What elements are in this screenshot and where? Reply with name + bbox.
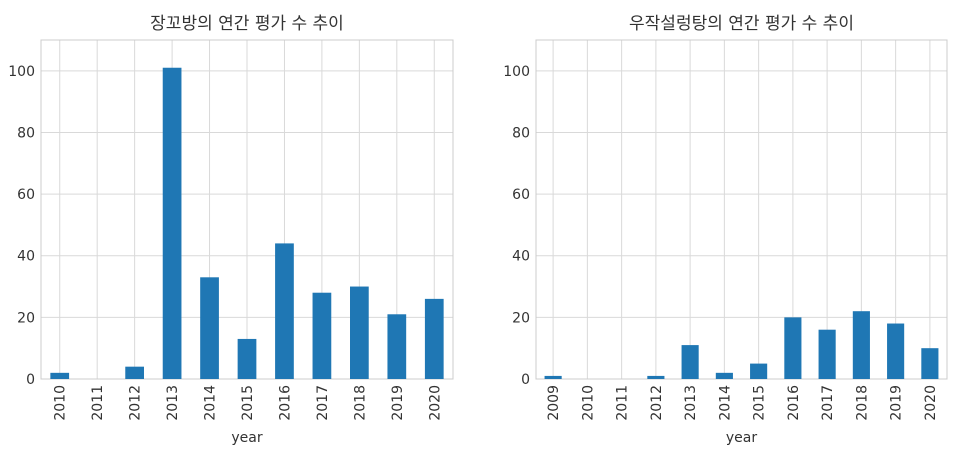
- bar: [125, 366, 144, 379]
- chart-left: 장꼬방의 연간 평가 수 추이 year 0 20 40 60 80 100 2010 201…: [8, 14, 454, 446]
- x-tick-label: 2017: [315, 385, 331, 421]
- x-tick-label: 2017: [820, 385, 836, 421]
- x-tick-label: 2020: [923, 385, 939, 421]
- x-tick-label: 2013: [165, 385, 181, 421]
- bar: [237, 338, 257, 379]
- x-tick-label: 2015: [752, 385, 768, 421]
- x-tick-label: 2010: [580, 385, 596, 421]
- chart-right: 우작설렁탕의 연간 평가 수 추이 year 0 20 40 60 80 100 2009 2…: [503, 14, 948, 446]
- y-tick-label: 0: [521, 372, 530, 388]
- x-tick-label: 2015: [240, 385, 256, 421]
- y-tick-label: 40: [17, 249, 35, 265]
- x-tick-label: 2011: [615, 385, 631, 421]
- chart-title: 장꼬방의 연간 평가 수 추이: [150, 14, 344, 34]
- x-axis-label: year: [726, 430, 757, 446]
- chart-title: 우작설렁탕의 연간 평가 수 추이: [629, 14, 854, 34]
- bar: [275, 243, 294, 379]
- bar: [818, 329, 836, 379]
- bar: [681, 345, 699, 379]
- x-tick-label: 2016: [786, 385, 802, 421]
- bar: [887, 323, 905, 379]
- x-tick-label: 2016: [277, 385, 293, 421]
- x-tick-label: 2014: [717, 385, 733, 421]
- x-axis-label: year: [231, 430, 262, 446]
- x-tick-label: 2010: [53, 385, 69, 421]
- bar: [750, 363, 768, 379]
- x-tick-label: 2020: [427, 385, 443, 421]
- x-tick-label: 2012: [128, 385, 144, 421]
- bar: [387, 314, 407, 379]
- bar: [162, 67, 182, 380]
- x-tick-label: 2019: [889, 385, 905, 421]
- bar: [350, 286, 369, 379]
- bar: [312, 292, 332, 379]
- bar: [852, 311, 870, 379]
- plot-frame: [535, 39, 948, 380]
- y-tick-label: 60: [512, 187, 530, 203]
- y-tick-label: 80: [17, 125, 35, 141]
- y-tick-label: 100: [503, 64, 530, 80]
- bar: [200, 277, 219, 379]
- bar: [784, 317, 802, 379]
- x-tick-label: 2018: [854, 385, 870, 421]
- bar: [921, 348, 939, 379]
- x-tick-label: 2014: [203, 385, 219, 421]
- y-tick-label: 20: [512, 310, 530, 326]
- x-tick-label: 2009: [546, 385, 562, 421]
- y-tick-label: 20: [17, 310, 35, 326]
- bar: [715, 372, 733, 379]
- bar: [544, 375, 562, 379]
- y-tick-label: 80: [512, 125, 530, 141]
- y-tick-label: 100: [8, 64, 35, 80]
- bar: [50, 372, 70, 379]
- y-tick-label: 60: [17, 187, 35, 203]
- bar: [424, 298, 444, 379]
- y-tick-label: 0: [26, 372, 35, 388]
- x-tick-label: 2012: [649, 385, 665, 421]
- x-tick-label: 2013: [683, 385, 699, 421]
- bar: [647, 375, 665, 379]
- x-tick-label: 2019: [390, 385, 406, 421]
- y-tick-label: 40: [512, 249, 530, 265]
- x-tick-label: 2011: [90, 385, 106, 421]
- x-tick-label: 2018: [352, 385, 368, 421]
